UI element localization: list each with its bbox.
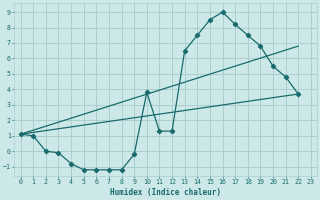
X-axis label: Humidex (Indice chaleur): Humidex (Indice chaleur)	[110, 188, 221, 197]
